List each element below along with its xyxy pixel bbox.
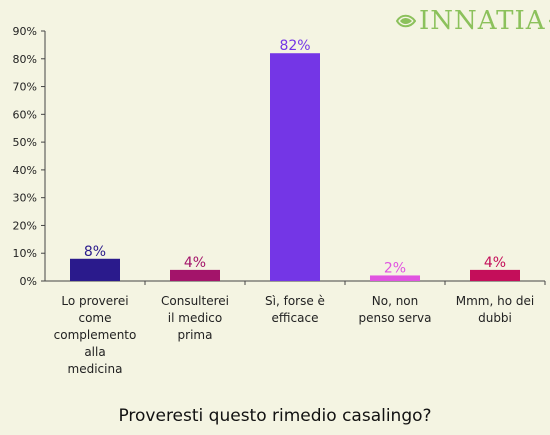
y-tick-label: 20% (13, 219, 37, 232)
category-label-line: alla (84, 345, 105, 359)
leaf-left-icon (396, 14, 416, 28)
category-label-line: Mmm, ho dei (456, 294, 534, 308)
category-label-line: No, non (372, 294, 419, 308)
data-label: 2% (384, 260, 406, 276)
category-label-line: Lo proverei (61, 294, 128, 308)
y-tick-label: 40% (13, 164, 37, 177)
category-label: Lo proverei come complemento alla medicina (54, 294, 137, 376)
category-label-line: efficace (272, 311, 319, 325)
category-label-line: il medico (168, 311, 222, 325)
y-tick-label: 70% (13, 81, 37, 94)
bar (470, 269, 520, 281)
category-label: Sì, forse è efficace (265, 294, 325, 325)
y-tick-label: 10% (13, 247, 37, 260)
category-label-line: prima (178, 328, 213, 342)
category-label-line: dubbi (478, 311, 512, 325)
bar (170, 269, 220, 281)
category-label-line: Consulterei (161, 294, 229, 308)
y-tick-label: 60% (13, 108, 37, 121)
bar-chart: 0% 10% 20% 30% 40% 50% 60% 70% 80% 90% 8% Lo prover… (13, 25, 546, 376)
bar (70, 258, 120, 281)
data-label: 82% (279, 38, 310, 54)
category-label-line: penso serva (358, 311, 431, 325)
category-label-line: Sì, forse è (265, 294, 325, 308)
data-label: 8% (84, 244, 106, 260)
y-tick-label: 90% (13, 25, 37, 38)
data-label: 4% (184, 255, 206, 271)
category-label-line: complemento (54, 328, 137, 342)
category-label-line: medicina (68, 362, 123, 376)
y-tick-label: 80% (13, 53, 37, 66)
y-tick-label: 0% (20, 275, 37, 288)
innatia-logo: INNATIA (396, 2, 550, 40)
logo-text: INNATIA (419, 6, 546, 36)
category-label: Mmm, ho dei dubbi (456, 294, 534, 325)
chart-title: Proveresti questo rimedio casalingo? (118, 406, 432, 426)
y-tick-label: 30% (13, 192, 37, 205)
category-label-line: come (78, 311, 111, 325)
category-label: No, non penso serva (358, 294, 431, 325)
data-label: 4% (484, 255, 506, 271)
bar (270, 53, 320, 281)
category-label: Consulterei il medico prima (161, 294, 229, 342)
y-tick-label: 50% (13, 136, 37, 149)
bar (370, 275, 420, 281)
